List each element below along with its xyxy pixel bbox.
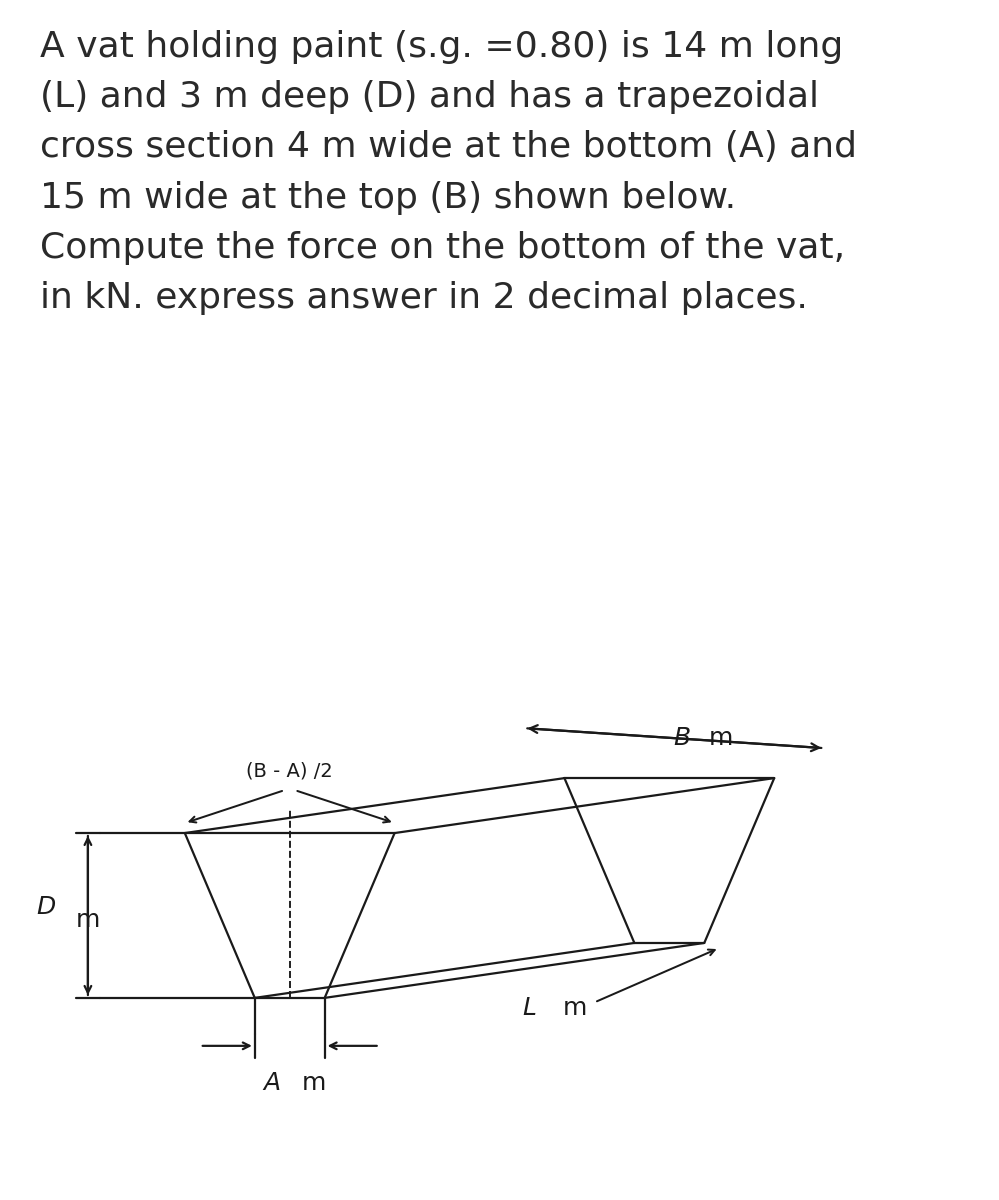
Text: D: D [36,895,56,919]
Text: m: m [701,726,733,750]
Text: (B - A) /2: (B - A) /2 [247,761,333,780]
Text: m: m [562,996,586,1020]
Text: A vat holding paint (s.g. =0.80) is 14 m long
(L) and 3 m deep (D) and has a tra: A vat holding paint (s.g. =0.80) is 14 m… [40,30,857,314]
Text: L: L [522,996,536,1020]
Text: m: m [302,1070,326,1094]
Text: A: A [263,1070,281,1094]
Text: m: m [76,908,100,932]
Text: B: B [673,726,691,750]
